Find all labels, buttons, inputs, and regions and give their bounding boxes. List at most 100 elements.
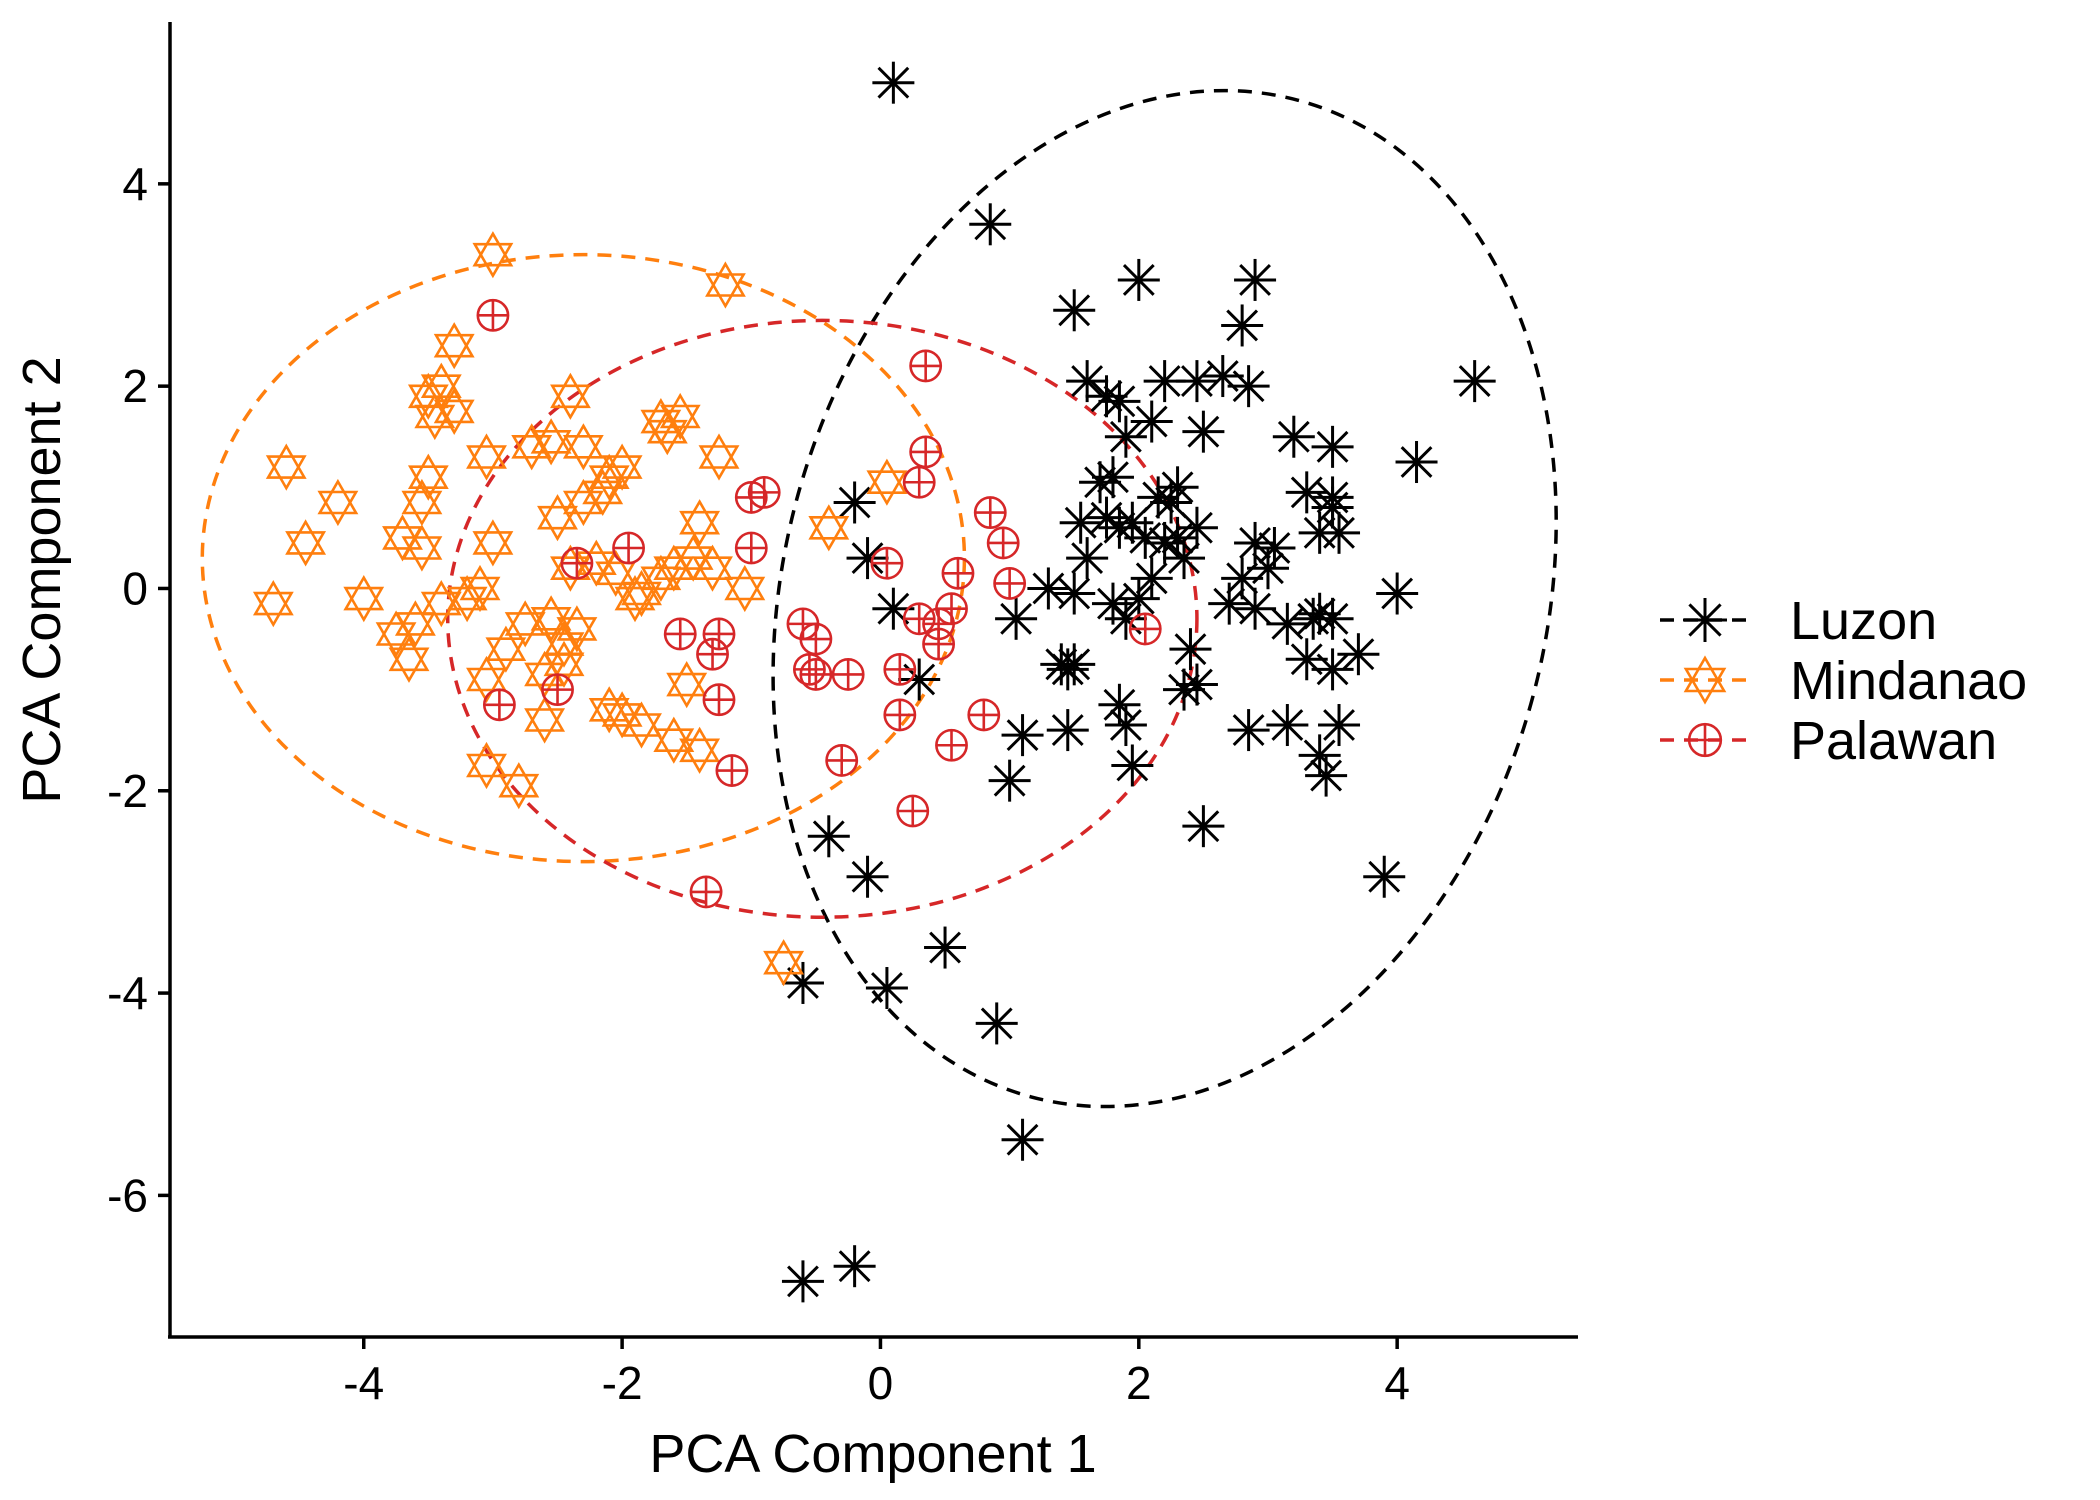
data-point-mindanao: [388, 635, 430, 683]
confidence-ellipse-palawan: [445, 318, 1199, 919]
y-tick-label: -2: [107, 765, 148, 817]
data-point-palawan: [747, 475, 781, 509]
data-point-palawan: [696, 637, 729, 671]
data-point-luzon: [833, 481, 876, 524]
data-point-mindanao: [466, 433, 507, 481]
data-point-luzon: [1298, 592, 1341, 635]
data-point-palawan: [935, 728, 968, 762]
data-point-luzon: [1169, 628, 1212, 671]
x-tick-label: -4: [343, 1357, 384, 1409]
legend-item-palawan: Palawan: [1660, 711, 1997, 771]
data-point-mindanao: [692, 544, 733, 592]
point-layer: [252, 61, 1496, 1303]
y-tick-label: -6: [107, 1169, 148, 1221]
data-point-luzon: [1156, 516, 1199, 559]
data-point-luzon: [924, 926, 967, 969]
data-point-mindanao: [530, 595, 572, 643]
data-point-luzon: [1175, 506, 1218, 549]
data-point-luzon: [1285, 471, 1328, 514]
data-point-mindanao: [472, 231, 514, 279]
data-point-mindanao: [666, 661, 708, 709]
data-point-luzon: [1066, 360, 1109, 403]
data-point-mindanao: [724, 564, 766, 613]
series-luzon: [781, 61, 1496, 1303]
series-palawan: [476, 298, 1162, 909]
data-point-palawan: [663, 617, 697, 651]
data-point-mindanao: [582, 468, 624, 516]
y-tick-label: 0: [122, 562, 148, 614]
x-tick-label: 2: [1126, 1357, 1152, 1409]
data-point-luzon: [846, 855, 889, 898]
data-point-mindanao: [394, 600, 436, 648]
data-point-mindanao: [466, 655, 507, 704]
legend-label: Mindanao: [1790, 651, 2027, 711]
data-point-mindanao: [459, 564, 501, 613]
data-point-mindanao: [317, 478, 359, 527]
data-point-luzon: [1066, 537, 1109, 580]
data-point-palawan: [734, 531, 768, 565]
data-point-luzon: [1130, 400, 1173, 443]
data-point-luzon: [898, 658, 941, 701]
data-point-luzon: [1091, 456, 1134, 499]
confidence-ellipse-mindanao: [200, 252, 967, 864]
data-point-mindanao: [407, 453, 449, 501]
legend-key-marker: [1687, 722, 1723, 758]
data-point-palawan: [689, 875, 723, 909]
x-tick-label: 4: [1384, 1357, 1410, 1409]
data-point-mindanao: [601, 443, 643, 491]
data-point-luzon: [1104, 415, 1147, 458]
data-point-luzon: [1234, 258, 1277, 301]
data-point-palawan: [883, 652, 917, 686]
data-point-luzon: [1001, 1118, 1044, 1161]
data-point-mindanao: [556, 605, 598, 653]
data-point-mindanao: [252, 579, 294, 628]
data-point-palawan: [902, 602, 936, 636]
data-point-mindanao: [401, 524, 443, 572]
data-point-palawan: [967, 698, 1001, 732]
data-point-luzon: [1001, 714, 1044, 757]
data-point-palawan: [883, 698, 917, 732]
data-point-luzon: [1272, 415, 1315, 458]
data-point-luzon: [1311, 597, 1354, 640]
data-point-palawan: [896, 794, 930, 828]
data-point-luzon: [872, 61, 915, 104]
data-point-luzon: [1298, 734, 1341, 777]
data-point-luzon: [1311, 648, 1354, 691]
data-point-palawan: [702, 617, 736, 651]
data-point-mindanao: [530, 418, 572, 466]
data-point-luzon: [1163, 668, 1206, 711]
data-point-luzon: [1337, 633, 1380, 676]
legend-key-marker: [1683, 655, 1727, 705]
data-point-luzon: [1246, 547, 1289, 590]
data-point-palawan: [1128, 612, 1162, 646]
legend-item-mindanao: Mindanao: [1660, 651, 2027, 711]
data-point-luzon: [988, 759, 1031, 802]
data-point-luzon: [833, 1245, 876, 1288]
data-point-palawan: [799, 622, 833, 656]
data-point-palawan: [986, 526, 1020, 560]
data-point-luzon: [1318, 511, 1361, 554]
data-point-luzon: [1453, 360, 1496, 403]
data-point-mindanao: [498, 762, 540, 810]
data-point-luzon: [1266, 704, 1309, 747]
data-point-luzon: [1130, 557, 1173, 600]
data-point-luzon: [1046, 709, 1089, 752]
data-point-mindanao: [466, 741, 507, 790]
legend-label: Palawan: [1790, 711, 1997, 771]
data-point-luzon: [969, 203, 1012, 246]
data-point-mindanao: [562, 423, 604, 471]
legend-label: Luzon: [1790, 591, 1937, 651]
data-point-luzon: [1182, 410, 1225, 453]
data-point-luzon: [781, 1260, 824, 1303]
data-point-mindanao: [285, 519, 327, 567]
data-point-mindanao: [621, 701, 662, 749]
series-mindanao: [252, 231, 908, 987]
data-point-luzon: [1117, 577, 1160, 620]
data-point-palawan: [825, 744, 859, 777]
y-tick-label: 4: [122, 158, 148, 210]
data-point-mindanao: [866, 458, 908, 506]
data-point-mindanao: [705, 261, 746, 309]
data-point-mindanao: [646, 408, 688, 456]
